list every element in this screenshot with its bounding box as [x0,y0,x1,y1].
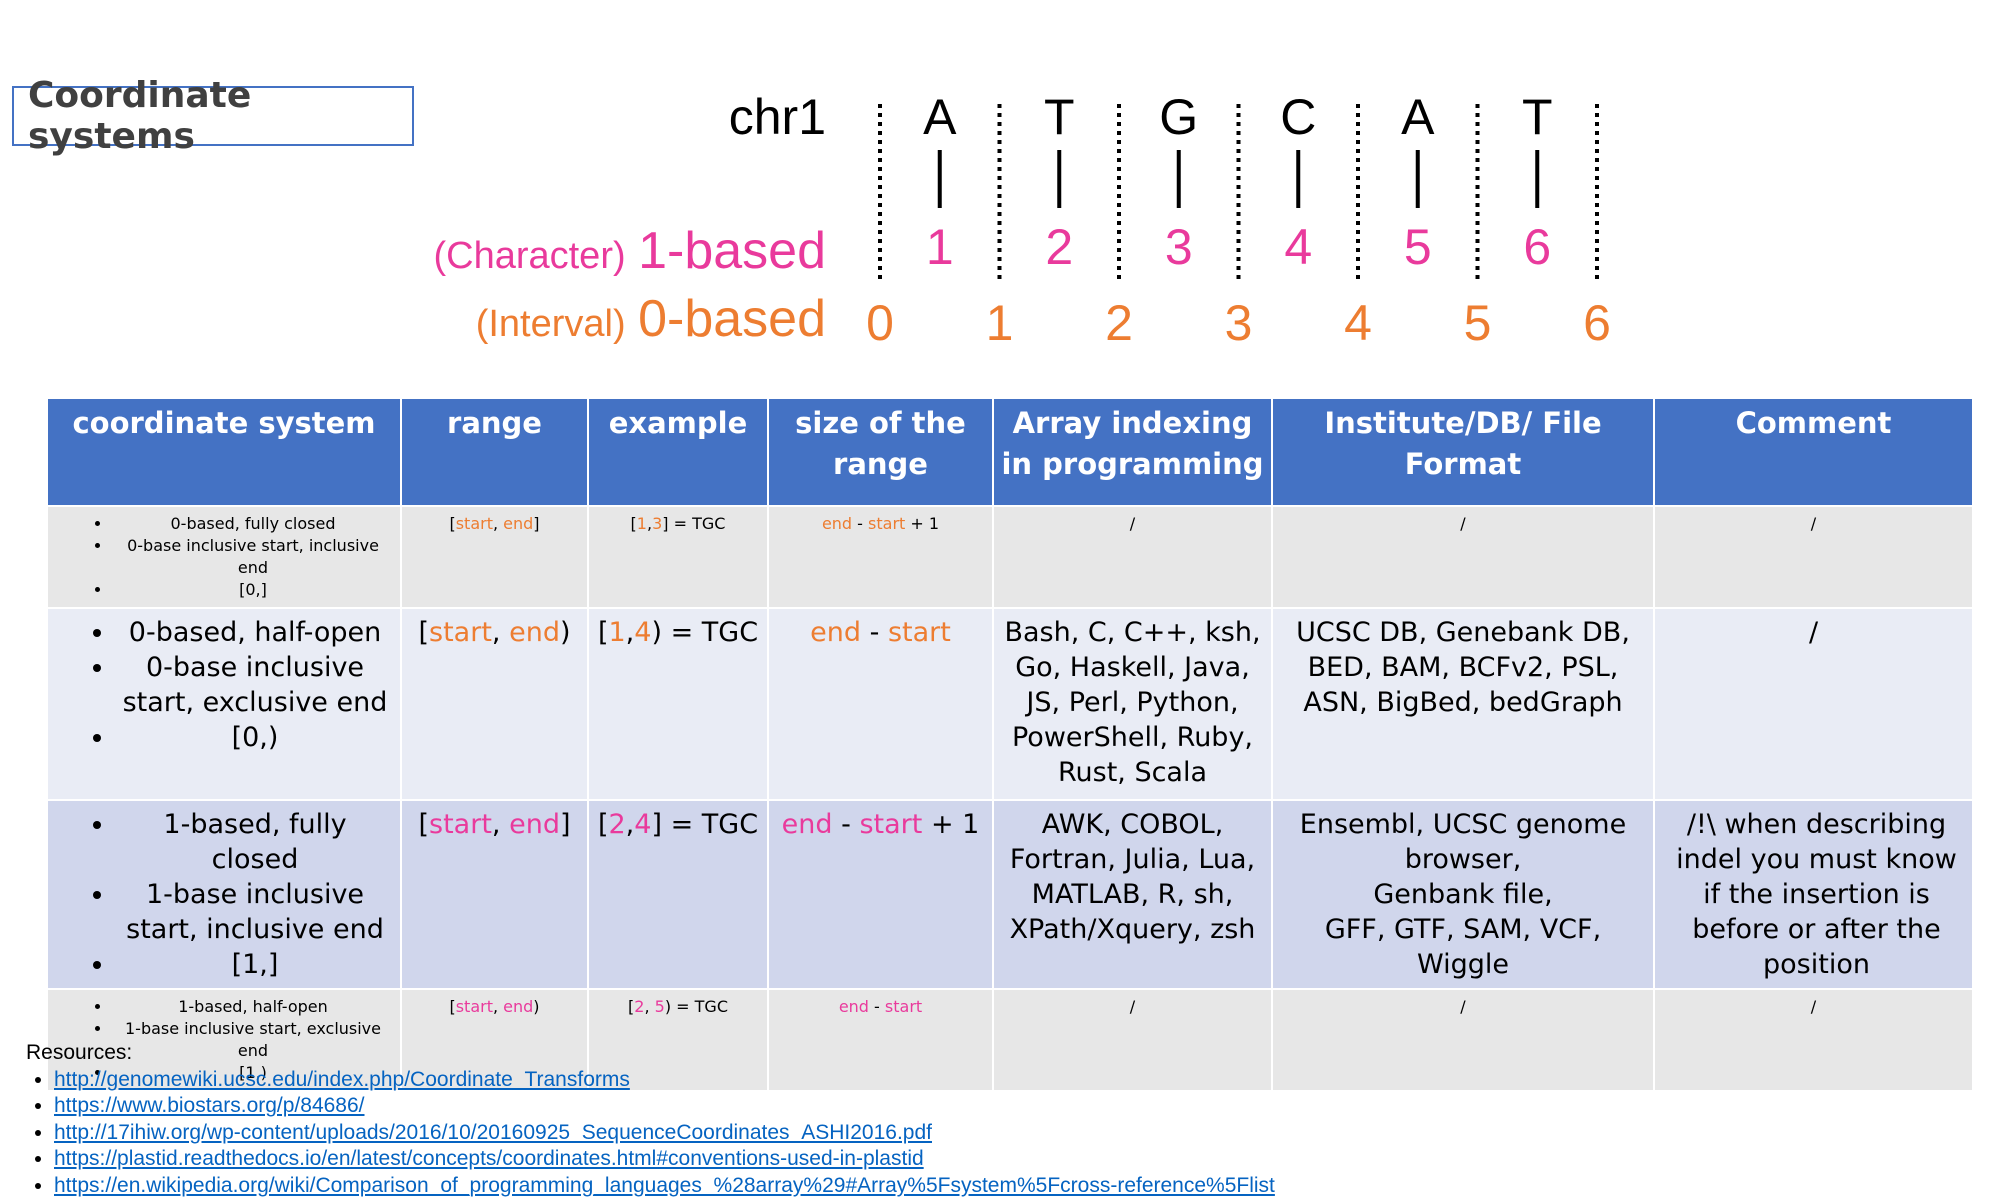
table-row: 1-based, fully closed 1-base inclusive s… [46,799,1974,990]
comment-cell: / [1653,988,1974,1092]
coordinate-system-cell: 0-based, fully closed 0-base inclusive s… [46,505,402,609]
list-item: https://www.biostars.org/p/84686/ [54,1093,1275,1120]
resources-heading: Resources: [26,1041,133,1064]
comment-cell: / [1653,505,1974,609]
zero-based-coordinate: 4 [1344,295,1372,351]
bullet: 0-based, fully closed [112,513,394,535]
formats-cell: UCSC DB, Genebank DB, BED, BAM, BCFv2, P… [1271,607,1655,801]
size-cell: end - start + 1 [767,799,994,990]
base-letter: A [1401,89,1435,145]
coordinate-table: coordinate system range example size of … [46,397,1974,1092]
chrom-label: chr1 [729,89,826,145]
zero-based-coordinate: 6 [1583,295,1611,351]
one-based-word: 1-based [638,222,826,280]
bullet: 0-based, half-open [116,615,394,650]
one-based-label: (Character) 1-based [433,222,826,280]
comment-cell: /!\ when describing indel you must know … [1653,799,1974,990]
size-cell: end - start [767,607,994,801]
resource-link[interactable]: https://en.wikipedia.org/wiki/Comparison… [54,1173,1275,1197]
zero-based-label: (Interval) 0-based [476,290,826,348]
base-letter: C [1280,89,1316,145]
table-header-row: coordinate system range example size of … [46,397,1974,507]
base-letter: T [1044,89,1075,145]
languages-cell: AWK, COBOL, Fortran, Julia, Lua, MATLAB,… [992,799,1273,990]
header-range: range [400,397,589,507]
one-based-coordinate: 4 [1284,219,1312,275]
zero-based-coordinate: 1 [986,295,1014,351]
list-item: http://genomewiki.ucsc.edu/index.php/Coo… [54,1067,1275,1094]
list-item: https://plastid.readthedocs.io/en/latest… [54,1146,1275,1173]
bullet: [0,] [112,579,394,601]
formats-cell: / [1271,505,1655,609]
bullet: 1-based, half-open [112,996,394,1018]
range-cell: [start, end] [400,799,589,990]
range-cell: [start, end] [400,505,589,609]
list-item: https://en.wikipedia.org/wiki/Comparison… [54,1173,1275,1200]
coordinate-system-cell: 1-based, fully closed 1-base inclusive s… [46,799,402,990]
header-example: example [587,397,769,507]
resource-link[interactable]: http://genomewiki.ucsc.edu/index.php/Coo… [54,1067,630,1091]
bullet: [0,) [116,720,394,755]
resources-list: http://genomewiki.ucsc.edu/index.php/Coo… [26,1067,1275,1200]
zero-based-coordinate: 0 [866,295,894,351]
format-line: Ensembl, UCSC genome browser, [1299,809,1627,875]
zero-based-prefix: (Interval) [476,303,626,345]
coordinate-diagram: chr1 (Character) 1-based (Interval) 0-ba… [433,89,1611,351]
resource-link[interactable]: http://17ihiw.org/wp-content/uploads/201… [54,1120,932,1144]
one-based-prefix: (Character) [433,235,625,277]
header-coordinate-system: coordinate system [46,397,402,507]
base-letter: G [1159,89,1198,145]
range-cell: [start, end) [400,607,589,801]
one-based-coordinate: 1 [926,219,954,275]
comment-cell: / [1653,607,1974,801]
zero-based-coordinate: 5 [1464,295,1492,351]
bullet: 1-base inclusive start, exclusive end [112,1018,394,1062]
example-cell: [1,4) = TGC [587,607,769,801]
zero-based-coordinate: 3 [1225,295,1253,351]
example-cell: [2,4] = TGC [587,799,769,990]
base-letter: A [923,89,957,145]
example-cell: [1,3] = TGC [587,505,769,609]
one-based-coordinate: 3 [1165,219,1193,275]
formats-cell: Ensembl, UCSC genome browser, Genbank fi… [1271,799,1655,990]
one-based-coordinate: 6 [1523,219,1551,275]
languages-cell: / [992,988,1273,1092]
bullet: 1-based, fully closed [116,807,394,877]
resources: Resources: http://genomewiki.ucsc.edu/in… [26,1040,1275,1199]
languages-cell: / [992,505,1273,609]
example-cell: [2, 5) = TGC [587,988,769,1092]
header-formats: Institute/DB/ File Format [1271,397,1655,507]
header-array-indexing: Array indexing in programming [992,397,1273,507]
coordinate-system-cell: 0-based, half-open 0-base inclusive star… [46,607,402,801]
formats-cell: / [1271,988,1655,1092]
bullet: 0-base inclusive start, exclusive end [116,650,394,720]
bullet: 0-base inclusive start, inclusive end [112,535,394,579]
table-row: 0-based, half-open 0-base inclusive star… [46,607,1974,801]
resource-link[interactable]: https://plastid.readthedocs.io/en/latest… [54,1147,924,1170]
bullet: 1-base inclusive start, inclusive end [116,877,394,947]
range-cell: [start, end) [400,988,589,1092]
size-cell: end - start + 1 [767,505,994,609]
format-line: Genbank file, [1373,879,1553,910]
header-comment: Comment [1653,397,1974,507]
table-row: 1-based, half-open 1-base inclusive star… [46,988,1974,1092]
bullet: [1,) [112,1062,394,1084]
one-based-coordinate: 5 [1404,219,1432,275]
one-based-coordinate: 2 [1045,219,1073,275]
size-cell: end - start [767,988,994,1092]
resource-link[interactable]: https://www.biostars.org/p/84686/ [54,1094,365,1117]
table-row: 0-based, fully closed 0-base inclusive s… [46,505,1974,609]
languages-cell: Bash, C, C++, ksh, Go, Haskell, Java, JS… [992,607,1273,801]
list-item: http://17ihiw.org/wp-content/uploads/201… [54,1120,1275,1147]
format-line: GFF, GTF, SAM, VCF, Wiggle [1324,914,1602,980]
base-letter: T [1522,89,1553,145]
zero-based-word: 0-based [638,290,826,348]
zero-based-coordinate: 2 [1105,295,1133,351]
bullet: [1,] [116,947,394,982]
coordinate-system-cell: 1-based, half-open 1-base inclusive star… [46,988,402,1092]
header-size: size of the range [767,397,994,507]
